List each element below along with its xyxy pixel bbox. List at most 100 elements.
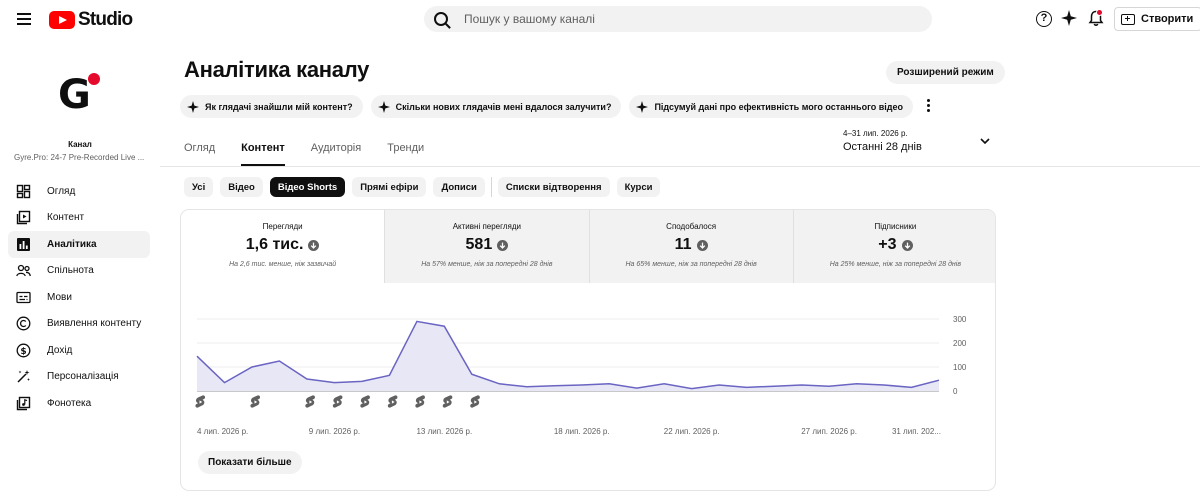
metric-comparison: На 2,6 тис. менше, ніж зазвичай <box>229 261 337 268</box>
x-tick-label: 22 лип. 2026 р. <box>664 427 720 436</box>
arrow-down-circle-icon <box>901 239 913 251</box>
sidebar-item-analytics[interactable]: Аналітика <box>8 231 150 258</box>
logo-text: Studio <box>78 9 133 30</box>
date-range-picker[interactable]: 4–31 лип. 2026 р. Останні 28 днів <box>843 129 922 153</box>
content-type-filters: Усі Відео Відео Shorts Прямі ефіри Дописи Спи… <box>184 177 661 197</box>
more-options-icon[interactable] <box>924 99 932 115</box>
sidebar-item-subtitles[interactable]: Мови <box>8 284 150 311</box>
ai-prompt-label: Підсумуй дані про ефективність мого оста… <box>654 101 903 112</box>
sparkle-icon <box>636 100 649 113</box>
tabs-divider <box>160 166 1200 167</box>
filter-chip[interactable]: Усі <box>184 177 214 197</box>
sidebar: G Канал Gyre.Pro: 24-7 Pre-Recorded Live… <box>0 38 160 497</box>
filter-chip[interactable]: Відео <box>220 177 263 197</box>
arrow-down-circle-icon <box>696 239 708 251</box>
create-icon <box>1121 13 1135 25</box>
ai-prompt-chip[interactable]: Скільки нових глядачів мені вдалося залу… <box>370 95 622 118</box>
earn-icon: $ <box>16 343 31 358</box>
metric-tab[interactable]: Активні перегляди 581 На 57% менше, ніж за… <box>384 210 589 283</box>
page-title: Аналітика каналу <box>184 57 370 82</box>
customization-icon <box>17 370 30 383</box>
sidebar-item-dashboard[interactable]: Огляд <box>8 178 150 205</box>
metric-value-row: +3 <box>794 236 995 254</box>
x-tick-label: 31 лип. 202... <box>892 427 941 436</box>
tab-2[interactable]: Аудиторія <box>310 142 362 154</box>
sidebar-item-customization[interactable]: Персоналізація <box>8 364 150 391</box>
metric-label: Активні перегляди <box>452 222 522 231</box>
chart-area <box>197 321 939 391</box>
ai-prompt-chip[interactable]: Підсумуй дані про ефективність мого оста… <box>629 95 913 118</box>
sparkle-icon <box>377 100 390 113</box>
sidebar-item-label: Огляд <box>47 185 76 197</box>
metrics-card: Перегляди 1,6 тис. На 2,6 тис. менше, ніж … <box>180 209 996 491</box>
sidebar-item-label: Виявлення контенту <box>47 318 142 330</box>
sidebar-item-label: Дохід <box>47 344 73 356</box>
sidebar-item-label: Фонотека <box>47 397 92 409</box>
sparkle-icon[interactable] <box>1061 10 1077 26</box>
channel-logo-glyph: G <box>58 72 91 118</box>
shorts-marker-icon <box>387 395 398 408</box>
tab-3[interactable]: Тренди <box>387 142 425 154</box>
copyright-icon <box>16 316 31 331</box>
metric-label: Перегляди <box>262 222 303 231</box>
sidebar-item-content[interactable]: Контент <box>8 205 150 232</box>
sidebar-item-audio-library[interactable]: Фонотека <box>8 390 150 417</box>
menu-icon[interactable] <box>13 8 35 30</box>
metric-value: 581 <box>465 236 493 253</box>
x-tick-label: 4 лип. 2026 р. <box>197 427 248 436</box>
chevron-down-icon[interactable] <box>980 136 990 146</box>
ai-prompt-chips: Як глядачі знайшли мій контент? Скільки н… <box>180 95 913 118</box>
shorts-marker-icon <box>442 395 453 408</box>
show-more-button[interactable]: Показати більше <box>198 451 302 474</box>
metric-value-row: 1,6 тис. <box>181 236 384 254</box>
y-tick-label: 200 <box>953 339 967 348</box>
x-tick-label: 27 лип. 2026 р. <box>801 427 857 436</box>
sparkle-icon <box>187 100 199 113</box>
dashboard-icon <box>16 184 31 198</box>
advanced-mode-button[interactable]: Розширений режим <box>886 61 1005 84</box>
filter-chip[interactable]: Списки відтворення <box>497 177 610 197</box>
filter-chip[interactable]: Курси <box>616 177 661 197</box>
metric-tab[interactable]: Перегляди 1,6 тис. На 2,6 тис. менше, ніж … <box>181 210 385 283</box>
arrow-down-circle-icon <box>497 239 509 251</box>
shorts-marker-icon <box>305 395 315 408</box>
sidebar-item-label: Мови <box>47 291 72 303</box>
filter-chip[interactable]: Дописи <box>433 177 485 197</box>
metric-comparison: На 25% менше, ніж за попередні 28 днів <box>829 261 961 268</box>
tab-1[interactable]: Контент <box>241 142 285 166</box>
sidebar-item-earn[interactable]: $ Дохід <box>8 337 150 364</box>
filter-chip[interactable]: Прямі ефіри <box>352 177 427 197</box>
filter-chip[interactable]: Відео Shorts <box>269 177 346 197</box>
channel-avatar[interactable]: G <box>58 73 102 117</box>
shorts-marker-icon <box>470 395 480 408</box>
x-tick-label: 18 лип. 2026 р. <box>554 427 610 436</box>
chart-line <box>196 320 940 390</box>
sidebar-item-community[interactable]: Спільнота <box>8 258 150 285</box>
shorts-marker-icon <box>360 395 370 408</box>
analytics-tabs: Огляд Контент Аудиторія Тренди <box>184 142 424 166</box>
metric-value-row: 11 <box>590 236 793 254</box>
help-icon[interactable]: ? <box>1036 11 1052 27</box>
sidebar-item-copyright[interactable]: Виявлення контенту <box>8 311 150 338</box>
metric-tab[interactable]: Підписники +3 На 25% менше, ніж за поперед… <box>792 210 995 283</box>
tab-0[interactable]: Огляд <box>184 142 216 154</box>
sidebar-item-label: Контент <box>47 212 85 224</box>
search-input[interactable] <box>464 12 884 26</box>
search-bar[interactable] <box>424 6 932 32</box>
shorts-marker-icon <box>332 395 343 408</box>
y-tick-label: 0 <box>953 387 958 396</box>
notification-badge <box>1096 9 1103 16</box>
metric-comparison: На 65% менше, ніж за попередні 28 днів <box>625 261 757 268</box>
shorts-marker-icon <box>250 395 261 408</box>
search-icon[interactable] <box>434 12 448 26</box>
create-label: Створити <box>1141 13 1194 25</box>
studio-logo[interactable]: Studio <box>49 9 133 31</box>
content-icon <box>16 211 31 225</box>
metric-tab[interactable]: Сподобалося 11 На 65% менше, ніж за попере… <box>588 210 793 283</box>
ai-prompt-chip[interactable]: Як глядачі знайшли мій контент? <box>180 95 363 118</box>
shorts-marker-icon <box>415 395 425 408</box>
ai-prompt-label: Як глядачі знайшли мій контент? <box>205 101 353 112</box>
create-button[interactable]: Створити <box>1114 7 1200 31</box>
youtube-logo-icon <box>49 11 75 29</box>
metric-label: Підписники <box>874 222 917 231</box>
